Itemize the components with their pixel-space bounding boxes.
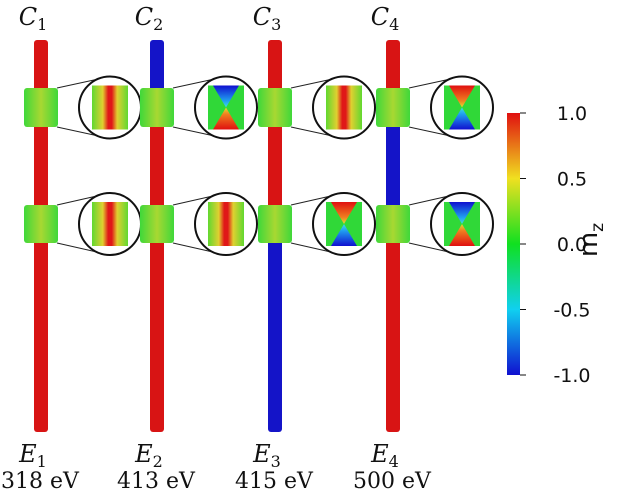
zoom-domain [92, 202, 128, 246]
colorbar-tick-label: 0.0 [557, 234, 587, 256]
column-label: C4 [371, 3, 400, 34]
column-label: C3 [253, 3, 282, 34]
rod [150, 40, 164, 96]
zoom-domain [92, 86, 128, 130]
colorbar-tick-label: -1.0 [553, 365, 590, 387]
block [24, 205, 58, 243]
block [258, 205, 292, 243]
rod [150, 96, 164, 432]
column-label: E3 [252, 440, 281, 471]
letter: C [371, 3, 389, 31]
letter: E [370, 440, 389, 468]
colorbar [507, 113, 520, 375]
figure: C1E1318 eVC2E2413 eVC3E3415 eVC4E4500 eV… [0, 0, 630, 497]
index: 1 [37, 15, 47, 34]
rod [386, 226, 400, 432]
colorbar-tick-label: 0.5 [557, 169, 587, 191]
zoom-domain [326, 86, 362, 130]
block [376, 205, 410, 243]
energy: 500 eV [353, 469, 432, 494]
column-label: C1 [19, 3, 48, 34]
letter: C [135, 3, 153, 31]
letter: E [134, 440, 153, 468]
index: 3 [271, 15, 281, 34]
block [140, 88, 174, 127]
block [140, 205, 174, 243]
column-label: C2 [135, 3, 164, 34]
letter: C [253, 3, 271, 31]
index: 2 [153, 15, 163, 34]
energy: 415 eV [235, 469, 314, 494]
block [376, 88, 410, 127]
colorbar-tick-label: -0.5 [553, 300, 590, 322]
column-label: E2 [134, 440, 163, 471]
letter: E [252, 440, 271, 468]
zoom-domain [208, 202, 244, 246]
rod [268, 40, 282, 215]
letter: C [19, 3, 37, 31]
block [258, 88, 292, 127]
colorbar-tick-label: 1.0 [557, 103, 587, 125]
block [24, 88, 58, 127]
letter: E [18, 440, 37, 468]
column-label: E1 [18, 440, 47, 471]
rod [268, 215, 282, 432]
energy: 413 eV [117, 469, 196, 494]
energy: 318 eV [1, 469, 80, 494]
column-label: E4 [370, 440, 399, 471]
index: 4 [389, 15, 399, 34]
